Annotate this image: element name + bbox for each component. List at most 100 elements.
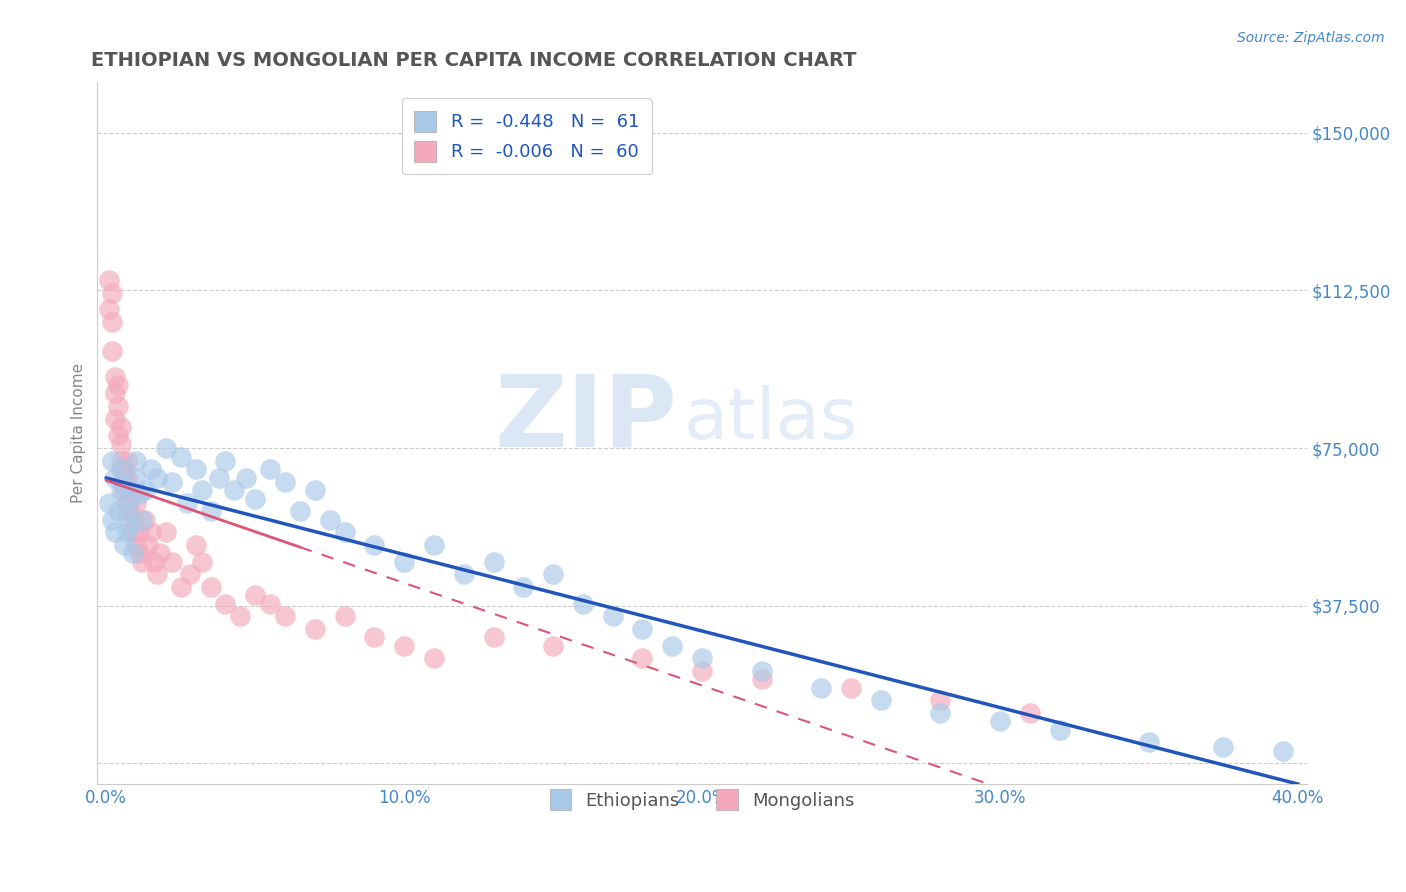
- Point: [107, 428, 129, 442]
- Point: [112, 462, 135, 476]
- Point: [101, 344, 124, 359]
- Point: [245, 588, 267, 602]
- Point: [136, 538, 159, 552]
- Point: [134, 512, 156, 526]
- Point: [423, 538, 446, 552]
- Point: [190, 555, 212, 569]
- Point: [122, 512, 145, 526]
- Point: [110, 483, 132, 497]
- Point: [1049, 723, 1071, 737]
- Point: [142, 555, 165, 569]
- Point: [839, 681, 862, 695]
- Point: [363, 538, 385, 552]
- Point: [120, 491, 142, 506]
- Point: [245, 491, 267, 506]
- Point: [176, 496, 198, 510]
- Point: [104, 525, 127, 540]
- Point: [120, 483, 142, 497]
- Point: [200, 504, 222, 518]
- Point: [274, 475, 297, 489]
- Point: [115, 504, 138, 518]
- Text: Source: ZipAtlas.com: Source: ZipAtlas.com: [1237, 31, 1385, 45]
- Point: [235, 470, 257, 484]
- Legend: Ethiopians, Mongolians: Ethiopians, Mongolians: [536, 775, 869, 824]
- Point: [690, 651, 713, 665]
- Point: [190, 483, 212, 497]
- Point: [98, 496, 121, 510]
- Point: [131, 555, 153, 569]
- Point: [146, 470, 169, 484]
- Point: [122, 546, 145, 560]
- Point: [661, 639, 683, 653]
- Point: [392, 639, 415, 653]
- Point: [751, 664, 773, 678]
- Point: [423, 651, 446, 665]
- Point: [110, 462, 132, 476]
- Point: [107, 504, 129, 518]
- Point: [115, 496, 138, 510]
- Point: [869, 693, 891, 707]
- Point: [125, 538, 148, 552]
- Point: [170, 450, 193, 464]
- Point: [128, 525, 150, 540]
- Point: [259, 462, 281, 476]
- Text: atlas: atlas: [683, 384, 858, 454]
- Point: [101, 315, 124, 329]
- Point: [101, 453, 124, 467]
- Point: [304, 622, 326, 636]
- Point: [751, 673, 773, 687]
- Point: [115, 525, 138, 540]
- Point: [988, 714, 1011, 729]
- Point: [101, 512, 124, 526]
- Point: [146, 567, 169, 582]
- Point: [631, 651, 654, 665]
- Point: [155, 525, 177, 540]
- Point: [98, 302, 121, 317]
- Point: [110, 437, 132, 451]
- Point: [333, 525, 356, 540]
- Point: [134, 483, 156, 497]
- Point: [1212, 739, 1234, 754]
- Point: [200, 580, 222, 594]
- Point: [115, 470, 138, 484]
- Point: [104, 386, 127, 401]
- Point: [101, 285, 124, 300]
- Point: [122, 525, 145, 540]
- Point: [274, 609, 297, 624]
- Point: [259, 597, 281, 611]
- Point: [214, 453, 236, 467]
- Point: [107, 378, 129, 392]
- Point: [690, 664, 713, 678]
- Point: [482, 630, 505, 644]
- Point: [810, 681, 832, 695]
- Point: [120, 516, 142, 531]
- Point: [104, 369, 127, 384]
- Point: [139, 462, 162, 476]
- Point: [1271, 744, 1294, 758]
- Point: [112, 470, 135, 484]
- Point: [179, 567, 201, 582]
- Point: [170, 580, 193, 594]
- Point: [120, 504, 142, 518]
- Point: [128, 487, 150, 501]
- Point: [110, 453, 132, 467]
- Point: [160, 475, 183, 489]
- Point: [107, 399, 129, 413]
- Point: [125, 496, 148, 510]
- Point: [541, 639, 564, 653]
- Point: [104, 411, 127, 425]
- Point: [160, 555, 183, 569]
- Point: [229, 609, 252, 624]
- Point: [224, 483, 246, 497]
- Text: ZIP: ZIP: [495, 371, 678, 467]
- Point: [304, 483, 326, 497]
- Point: [184, 538, 207, 552]
- Point: [631, 622, 654, 636]
- Point: [1137, 735, 1160, 749]
- Point: [149, 546, 172, 560]
- Point: [112, 479, 135, 493]
- Point: [110, 420, 132, 434]
- Text: ETHIOPIAN VS MONGOLIAN PER CAPITA INCOME CORRELATION CHART: ETHIOPIAN VS MONGOLIAN PER CAPITA INCOME…: [91, 51, 856, 70]
- Point: [482, 555, 505, 569]
- Point: [184, 462, 207, 476]
